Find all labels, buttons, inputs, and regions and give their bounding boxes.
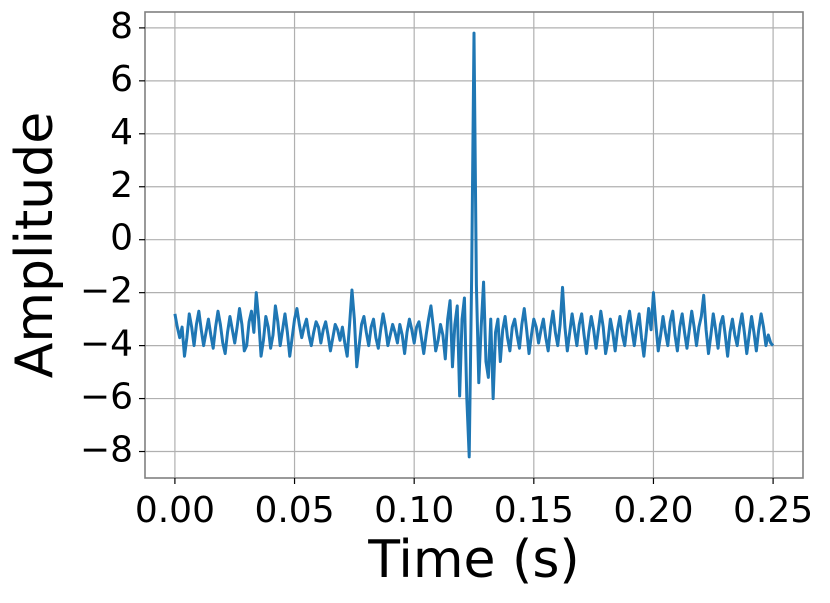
plot-frame (144, 11, 804, 479)
x-tick-label: 0.20 (613, 490, 693, 531)
plot-area (173, 31, 775, 459)
y-tick-label: 4 (110, 112, 133, 153)
x-tick-label: 0.00 (135, 490, 215, 531)
y-tick-label: 0 (110, 218, 133, 259)
x-tick-label: 0.10 (374, 490, 454, 531)
y-tick-label: 6 (110, 59, 133, 100)
y-tick-label: −4 (80, 324, 133, 365)
y-tick-label: −2 (80, 271, 133, 312)
x-tick-label: 0.25 (733, 490, 813, 531)
x-tick-label: 0.05 (254, 490, 334, 531)
line-series (173, 31, 775, 459)
x-axis-label: Time (s) (367, 530, 579, 590)
y-axis-label: Amplitude (5, 112, 65, 378)
y-tick-label: −6 (80, 377, 133, 418)
y-tick-label: 2 (110, 165, 133, 206)
x-tick-label: 0.15 (494, 490, 574, 531)
y-tick-label: −8 (80, 430, 133, 471)
y-tick-label: 8 (110, 6, 133, 47)
